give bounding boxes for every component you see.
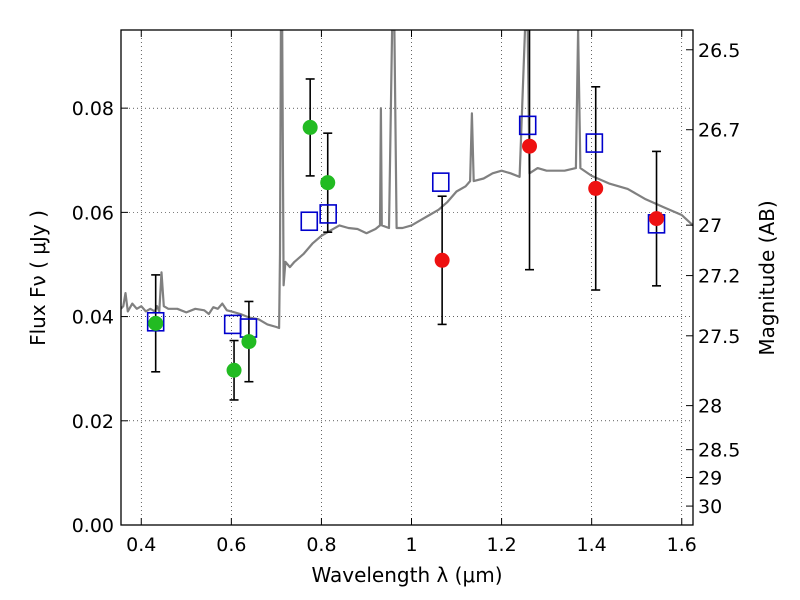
sed-curve: [121, 30, 693, 330]
y-tick-label: 0.06: [72, 202, 114, 224]
red-data-point: [588, 180, 604, 196]
magnitude-axis-label: Magnitude (AB): [755, 200, 779, 355]
magnitude-tick-label: 29: [698, 467, 722, 489]
y-axis-label: Flux Fν ( μJy ): [26, 210, 50, 346]
green-data-point: [241, 334, 257, 350]
magnitude-tick-label: 28: [698, 396, 722, 418]
green-data-point: [148, 315, 164, 331]
sed-curve-layer: [121, 30, 693, 330]
magnitude-tick-label: 30: [698, 496, 722, 518]
green-data-point: [226, 362, 242, 378]
red-data-point: [434, 252, 450, 268]
y-tick-label: 0.00: [72, 515, 114, 537]
model-square-point: [518, 115, 537, 136]
x-tick-label: 1.2: [486, 534, 516, 556]
model-square-layer: [146, 115, 666, 338]
x-tick-label: 1: [405, 534, 417, 556]
magnitude-tick-label: 26.7: [698, 120, 740, 142]
y-tick-label: 0.02: [72, 411, 114, 433]
magnitude-tick-label: 27.2: [698, 266, 740, 288]
model-square-point: [431, 172, 450, 192]
red-data-point: [649, 211, 665, 227]
x-axis-label: Wavelength λ (μm): [311, 563, 502, 587]
model-square-point: [319, 204, 337, 224]
y-tick-label: 0.08: [72, 98, 114, 120]
red-data-point: [522, 138, 538, 154]
green-data-point: [320, 175, 336, 191]
x-tick-label: 1.4: [577, 534, 607, 556]
y-tick-label: 0.04: [72, 307, 114, 329]
ticks: 0.4 0.6 0.8 1 1.2 1.4 1.6 0.00 0.02 0.04 0.06 0.08 2…: [72, 30, 740, 556]
x-tick-label: 1.6: [667, 534, 697, 556]
plot-background: [121, 30, 693, 525]
green-data-point: [302, 119, 318, 135]
plot-frame: [120, 29, 694, 526]
model-square-point: [585, 133, 604, 153]
magnitude-tick-label: 28.5: [698, 440, 740, 462]
x-tick-label: 0.6: [216, 534, 246, 556]
magnitude-tick-label: 27.5: [698, 326, 740, 348]
x-tick-label: 0.4: [126, 534, 156, 556]
model-square-point: [300, 211, 319, 232]
photometry-point-layer: [148, 119, 665, 378]
magnitude-tick-label: 26.5: [698, 40, 740, 62]
x-tick-label: 0.8: [306, 534, 336, 556]
magnitude-tick-label: 27: [698, 215, 722, 237]
